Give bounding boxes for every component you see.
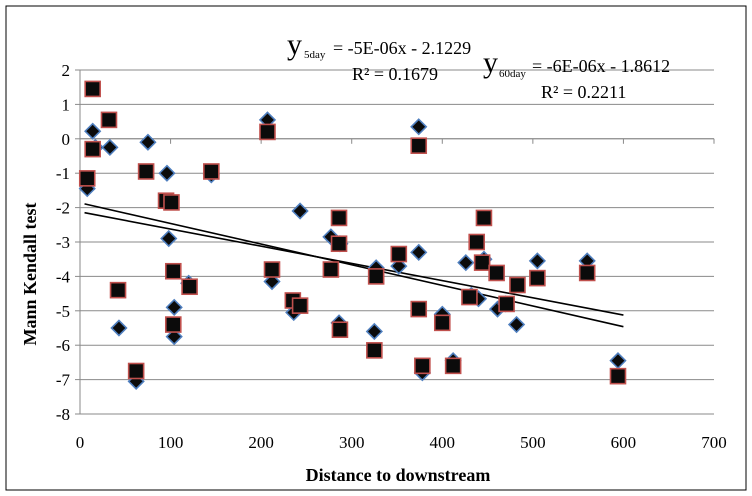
data-point-square <box>330 209 348 227</box>
data-point-square <box>181 278 198 296</box>
data-point-square <box>509 276 526 294</box>
data-point-square <box>259 123 276 141</box>
trendline-annotation-60day: y 60day = -6E-06x - 1.8612 R² = 0.2211 <box>483 46 670 102</box>
data-point-diamond <box>101 138 119 157</box>
data-point-square <box>84 80 101 98</box>
data-point-diamond <box>165 298 183 316</box>
data-point-square <box>444 357 462 375</box>
data-point-square <box>367 268 385 285</box>
data-point-square <box>164 316 182 333</box>
y-tick-label: 0 <box>62 130 71 149</box>
data-point-square <box>203 163 220 180</box>
y-tick-label: -5 <box>56 302 70 321</box>
data-point-diamond <box>410 118 428 136</box>
data-point-diamond <box>110 319 128 337</box>
data-point-square <box>410 137 428 154</box>
x-tick-label: 100 <box>158 433 184 452</box>
eq-subscript-5day: 5day <box>304 49 326 61</box>
data-point-diamond <box>160 229 178 248</box>
x-axis-label: Distance to downstream <box>306 465 491 485</box>
data-point-square <box>578 264 596 282</box>
r2-text-5day: R² = 0.1679 <box>352 64 438 84</box>
data-point-square <box>366 342 383 359</box>
data-point-square <box>331 321 349 339</box>
data-point-diamond <box>528 252 547 270</box>
trendlines <box>84 203 624 328</box>
axes <box>75 69 715 415</box>
x-tick-label: 0 <box>76 433 85 452</box>
data-point-square <box>84 140 101 158</box>
y-axis-label: Mann Kendall test <box>20 202 40 345</box>
y-tick-label: -3 <box>56 233 70 252</box>
data-point-square <box>609 367 627 385</box>
data-point-square <box>164 262 182 280</box>
eq-symbol-60day: y <box>483 46 498 79</box>
y-tick-labels: 2 1 0 -1 -2 -3 -4 -5 -6 -7 -8 <box>56 61 71 424</box>
eq-subscript-60day: 60day <box>499 68 526 80</box>
x-tick-label: 200 <box>248 433 274 452</box>
data-point-square <box>322 261 340 278</box>
eq-symbol-5day: y <box>287 28 302 61</box>
series-square <box>78 80 627 385</box>
data-point-square <box>291 297 309 314</box>
data-point-diamond <box>158 164 176 182</box>
chart-border <box>5 5 747 491</box>
trendline-0 <box>84 211 624 316</box>
y-tick-label: -2 <box>56 199 70 218</box>
data-point-diamond <box>291 202 309 220</box>
data-point-square <box>127 362 145 380</box>
data-point-square <box>473 254 491 271</box>
gridlines <box>80 69 714 415</box>
data-point-diamond <box>365 322 383 341</box>
data-point-square <box>109 281 127 299</box>
data-point-square <box>78 170 96 187</box>
data-point-diamond <box>139 133 157 151</box>
data-point-square <box>414 357 431 375</box>
data-point-square <box>137 163 155 180</box>
data-point-diamond <box>410 243 428 261</box>
x-tick-label: 500 <box>520 433 546 452</box>
trendline-1 <box>84 203 624 328</box>
y-tick-label: -6 <box>56 336 70 355</box>
data-point-square <box>498 295 515 313</box>
x-tick-labels: 0 100 200 300 400 500 600 700 <box>76 433 727 452</box>
data-point-square <box>410 300 428 318</box>
data-point-square <box>163 194 180 211</box>
x-tick-label: 300 <box>339 433 365 452</box>
data-point-square <box>461 288 478 306</box>
data-point-diamond <box>507 315 526 334</box>
data-point-square <box>100 111 118 129</box>
y-tick-label: -1 <box>56 164 70 183</box>
data-point-square <box>263 261 281 278</box>
data-point-square <box>330 235 348 253</box>
y-tick-label: -7 <box>56 371 71 390</box>
x-tick-label: 400 <box>430 433 456 452</box>
data-point-square <box>475 209 493 227</box>
y-tick-label: 2 <box>62 61 71 80</box>
data-point-square <box>390 245 408 263</box>
y-tick-label: -8 <box>56 405 70 424</box>
y-tick-label: -4 <box>56 267 71 286</box>
eq-text-60day: = -6E-06x - 1.8612 <box>532 56 670 76</box>
x-tick-label: 600 <box>611 433 637 452</box>
y-tick-label: 1 <box>62 95 71 114</box>
data-point-square <box>488 264 505 282</box>
x-tick-label: 700 <box>701 433 727 452</box>
data-point-square <box>529 269 546 287</box>
data-point-diamond <box>84 122 102 140</box>
data-point-square <box>433 314 451 332</box>
trendline-annotation-5day: y 5day = -5E-06x - 2.1229 R² = 0.1679 <box>287 28 471 84</box>
eq-text-5day: = -5E-06x - 2.1229 <box>333 38 471 58</box>
r2-text-60day: R² = 0.2211 <box>541 82 626 102</box>
data-point-diamond <box>457 254 475 272</box>
data-point-square <box>468 233 486 251</box>
